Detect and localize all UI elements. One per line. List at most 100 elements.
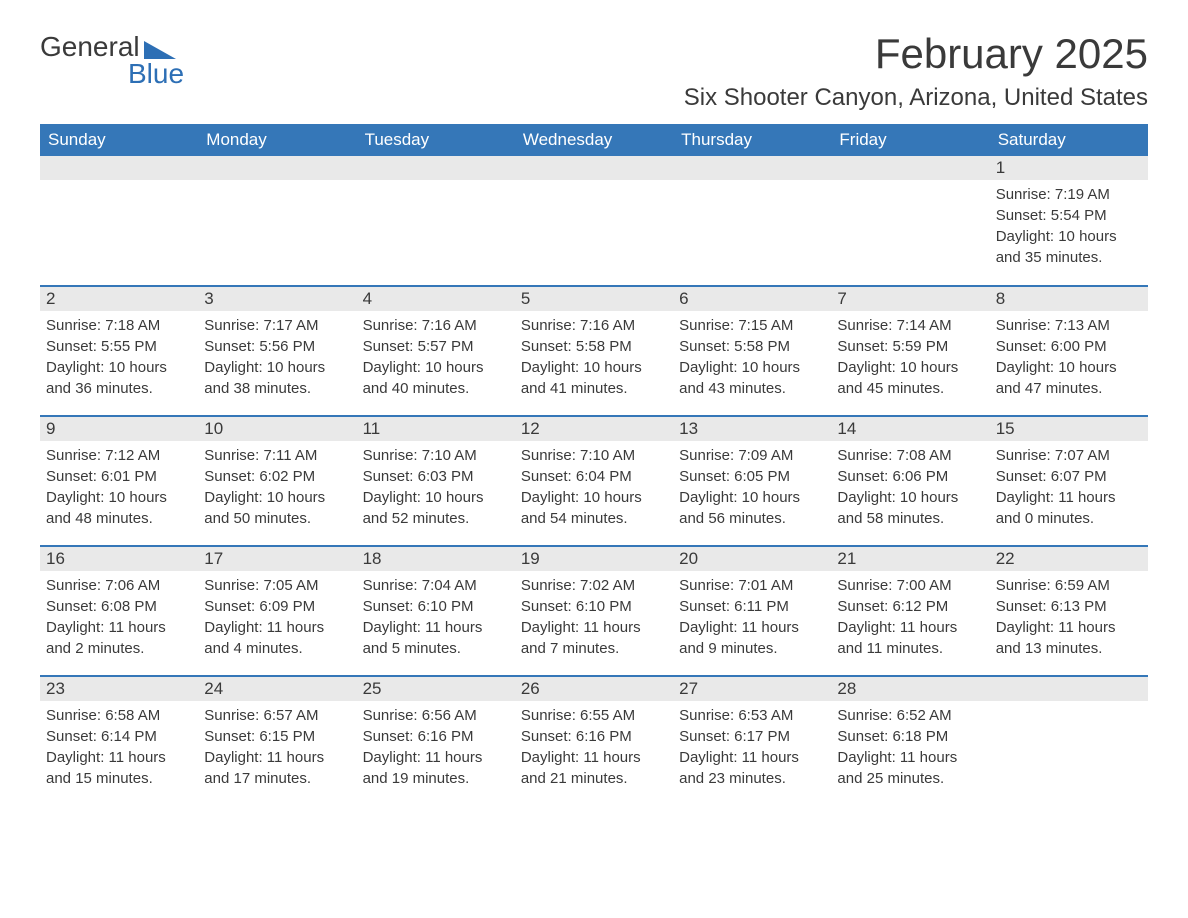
calendar-cell: 11Sunrise: 7:10 AMSunset: 6:03 PMDayligh… [357,416,515,546]
header: General Blue February 2025 Six Shooter C… [40,30,1148,112]
sunrise-text: Sunrise: 7:19 AM [996,184,1142,205]
day-number: 28 [831,677,989,701]
daylight-text: Daylight: 10 hours and 47 minutes. [996,357,1142,399]
day-number [831,156,989,180]
day-number: 21 [831,547,989,571]
day-number: 15 [990,417,1148,441]
calendar-cell: 16Sunrise: 7:06 AMSunset: 6:08 PMDayligh… [40,546,198,676]
sunrise-text: Sunrise: 6:56 AM [363,705,509,726]
sunset-text: Sunset: 6:09 PM [204,596,350,617]
sunset-text: Sunset: 6:10 PM [521,596,667,617]
calendar-cell: 1Sunrise: 7:19 AMSunset: 5:54 PMDaylight… [990,156,1148,286]
sunset-text: Sunset: 6:11 PM [679,596,825,617]
day-content: Sunrise: 7:06 AMSunset: 6:08 PMDaylight:… [40,571,198,669]
day-number: 27 [673,677,831,701]
sunset-text: Sunset: 6:02 PM [204,466,350,487]
calendar-cell: 24Sunrise: 6:57 AMSunset: 6:15 PMDayligh… [198,676,356,806]
daylight-text: Daylight: 11 hours and 7 minutes. [521,617,667,659]
day-number [515,156,673,180]
day-content: Sunrise: 7:18 AMSunset: 5:55 PMDaylight:… [40,311,198,409]
day-number: 7 [831,287,989,311]
day-content: Sunrise: 7:17 AMSunset: 5:56 PMDaylight:… [198,311,356,409]
calendar-cell: 2Sunrise: 7:18 AMSunset: 5:55 PMDaylight… [40,286,198,416]
title-block: February 2025 Six Shooter Canyon, Arizon… [684,30,1148,112]
sunrise-text: Sunrise: 7:06 AM [46,575,192,596]
sunset-text: Sunset: 5:59 PM [837,336,983,357]
sunset-text: Sunset: 6:16 PM [521,726,667,747]
sunrise-text: Sunrise: 7:18 AM [46,315,192,336]
calendar-body: 1Sunrise: 7:19 AMSunset: 5:54 PMDaylight… [40,156,1148,806]
calendar-cell: 13Sunrise: 7:09 AMSunset: 6:05 PMDayligh… [673,416,831,546]
sunset-text: Sunset: 6:08 PM [46,596,192,617]
sunrise-text: Sunrise: 6:53 AM [679,705,825,726]
sunset-text: Sunset: 5:56 PM [204,336,350,357]
sunrise-text: Sunrise: 6:59 AM [996,575,1142,596]
day-number: 16 [40,547,198,571]
day-number: 5 [515,287,673,311]
sunset-text: Sunset: 6:13 PM [996,596,1142,617]
daylight-text: Daylight: 10 hours and 43 minutes. [679,357,825,399]
calendar-cell [673,156,831,286]
calendar-cell: 12Sunrise: 7:10 AMSunset: 6:04 PMDayligh… [515,416,673,546]
location-text: Six Shooter Canyon, Arizona, United Stat… [684,84,1148,112]
sunset-text: Sunset: 6:01 PM [46,466,192,487]
day-content: Sunrise: 7:05 AMSunset: 6:09 PMDaylight:… [198,571,356,669]
sunrise-text: Sunrise: 7:16 AM [521,315,667,336]
day-number: 23 [40,677,198,701]
logo-word1: General [40,33,140,61]
day-content: Sunrise: 7:15 AMSunset: 5:58 PMDaylight:… [673,311,831,409]
sunrise-text: Sunrise: 7:01 AM [679,575,825,596]
daylight-text: Daylight: 10 hours and 41 minutes. [521,357,667,399]
sunset-text: Sunset: 6:12 PM [837,596,983,617]
daylight-text: Daylight: 10 hours and 40 minutes. [363,357,509,399]
calendar-cell: 22Sunrise: 6:59 AMSunset: 6:13 PMDayligh… [990,546,1148,676]
sunrise-text: Sunrise: 6:58 AM [46,705,192,726]
calendar-cell: 20Sunrise: 7:01 AMSunset: 6:11 PMDayligh… [673,546,831,676]
sunrise-text: Sunrise: 7:11 AM [204,445,350,466]
day-number: 14 [831,417,989,441]
calendar-cell: 10Sunrise: 7:11 AMSunset: 6:02 PMDayligh… [198,416,356,546]
calendar-cell: 19Sunrise: 7:02 AMSunset: 6:10 PMDayligh… [515,546,673,676]
sunset-text: Sunset: 6:14 PM [46,726,192,747]
daylight-text: Daylight: 11 hours and 13 minutes. [996,617,1142,659]
day-number [198,156,356,180]
day-header-sunday: Sunday [40,124,198,156]
sunrise-text: Sunrise: 6:55 AM [521,705,667,726]
calendar-cell: 25Sunrise: 6:56 AMSunset: 6:16 PMDayligh… [357,676,515,806]
day-content: Sunrise: 7:14 AMSunset: 5:59 PMDaylight:… [831,311,989,409]
day-content: Sunrise: 7:00 AMSunset: 6:12 PMDaylight:… [831,571,989,669]
daylight-text: Daylight: 10 hours and 52 minutes. [363,487,509,529]
day-header-saturday: Saturday [990,124,1148,156]
sunrise-text: Sunrise: 7:08 AM [837,445,983,466]
calendar-cell: 21Sunrise: 7:00 AMSunset: 6:12 PMDayligh… [831,546,989,676]
daylight-text: Daylight: 10 hours and 45 minutes. [837,357,983,399]
calendar-cell: 6Sunrise: 7:15 AMSunset: 5:58 PMDaylight… [673,286,831,416]
calendar-cell: 3Sunrise: 7:17 AMSunset: 5:56 PMDaylight… [198,286,356,416]
sunrise-text: Sunrise: 7:17 AM [204,315,350,336]
day-content: Sunrise: 7:16 AMSunset: 5:58 PMDaylight:… [515,311,673,409]
day-number: 18 [357,547,515,571]
day-number: 26 [515,677,673,701]
sunset-text: Sunset: 6:07 PM [996,466,1142,487]
calendar-cell: 28Sunrise: 6:52 AMSunset: 6:18 PMDayligh… [831,676,989,806]
sunset-text: Sunset: 6:17 PM [679,726,825,747]
day-header-friday: Friday [831,124,989,156]
calendar-cell [357,156,515,286]
daylight-text: Daylight: 10 hours and 35 minutes. [996,226,1142,268]
calendar-cell: 26Sunrise: 6:55 AMSunset: 6:16 PMDayligh… [515,676,673,806]
sunset-text: Sunset: 6:04 PM [521,466,667,487]
day-number: 22 [990,547,1148,571]
calendar-cell: 5Sunrise: 7:16 AMSunset: 5:58 PMDaylight… [515,286,673,416]
calendar-cell: 9Sunrise: 7:12 AMSunset: 6:01 PMDaylight… [40,416,198,546]
day-number: 11 [357,417,515,441]
day-number: 8 [990,287,1148,311]
calendar-cell: 15Sunrise: 7:07 AMSunset: 6:07 PMDayligh… [990,416,1148,546]
day-content: Sunrise: 7:04 AMSunset: 6:10 PMDaylight:… [357,571,515,669]
day-content: Sunrise: 6:59 AMSunset: 6:13 PMDaylight:… [990,571,1148,669]
day-number [673,156,831,180]
daylight-text: Daylight: 11 hours and 0 minutes. [996,487,1142,529]
week-row: 2Sunrise: 7:18 AMSunset: 5:55 PMDaylight… [40,286,1148,416]
calendar-cell: 4Sunrise: 7:16 AMSunset: 5:57 PMDaylight… [357,286,515,416]
day-content: Sunrise: 6:58 AMSunset: 6:14 PMDaylight:… [40,701,198,799]
calendar-cell: 17Sunrise: 7:05 AMSunset: 6:09 PMDayligh… [198,546,356,676]
